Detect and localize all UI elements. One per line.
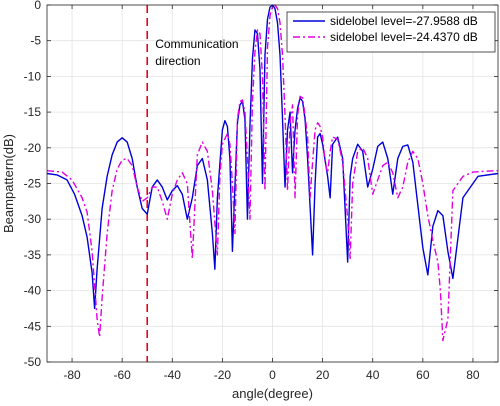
legend: sidelobel level=-27.9588 dB sidelobel lev… — [286, 11, 496, 53]
y-tick-label: -15 — [24, 105, 42, 119]
y-tick-label: -10 — [24, 69, 42, 83]
y-tick-label: -35 — [24, 248, 42, 262]
y-tick-label: -5 — [30, 34, 41, 48]
grid-layer — [47, 4, 498, 363]
x-tick-label: 20 — [316, 368, 330, 382]
communication-direction-label: direction — [155, 54, 200, 68]
x-tick-label: 40 — [366, 368, 380, 382]
y-tick-label: -20 — [24, 141, 42, 155]
x-axis-label: angle(degree) — [232, 386, 313, 401]
y-tick-label: 0 — [34, 0, 41, 12]
y-axis-label: Beampattern(dB) — [1, 134, 16, 233]
x-tick-label: -20 — [214, 368, 232, 382]
x-tick-label: -60 — [113, 368, 131, 382]
x-tick-label: 0 — [269, 368, 276, 382]
communication-direction-label: Communication — [155, 37, 238, 51]
legend-label-1: sidelobel level=-27.9588 dB — [330, 14, 478, 28]
y-tick-label: -30 — [24, 212, 42, 226]
plot-frame — [46, 4, 499, 363]
legend-box — [286, 11, 496, 53]
x-tick-label: -80 — [63, 368, 81, 382]
x-tick-label: 60 — [416, 368, 430, 382]
tick-layer: -80 -60 -40 -20 0 20 40 60 80 0 -5 -10 -15 -20 -25 -30 -… — [24, 0, 498, 382]
x-tick-label: 80 — [466, 368, 480, 382]
y-tick-label: -40 — [24, 284, 42, 298]
annotation-layer: Communication direction — [146, 5, 239, 362]
y-tick-label: -45 — [24, 319, 42, 333]
y-tick-label: -50 — [24, 355, 42, 369]
x-tick-label: -40 — [164, 368, 182, 382]
y-tick-label: -25 — [24, 177, 42, 191]
series-line-1 — [46, 4, 499, 310]
legend-label-2: sidelobel level=-24.4370 dB — [330, 30, 478, 44]
